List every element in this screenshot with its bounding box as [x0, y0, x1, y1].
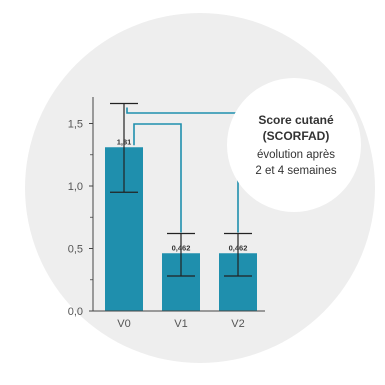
x-tick-label-v0: V0: [117, 318, 130, 330]
data-label-v1: 0,462: [172, 243, 191, 252]
error-bar-v1: [167, 232, 195, 277]
data-label-v2: 0,462: [229, 243, 248, 252]
error-bar-v2: [224, 232, 252, 277]
bracket-v0-v1: [133, 123, 182, 233]
y-tick-label: 1,0: [68, 181, 83, 193]
bars-group: 1,31 0,462 0,462: [105, 102, 257, 311]
error-bar-v0: [110, 102, 138, 193]
callout-title-line2: (SCORFAD): [263, 129, 330, 143]
callout-title-line1: Score cutané: [258, 113, 334, 127]
callout-circle: [227, 78, 361, 212]
x-tick-label-v2: V2: [231, 318, 244, 330]
callout-bubble: Score cutané (SCORFAD) évolution après 2…: [227, 78, 361, 212]
y-tick-label: 0,0: [68, 306, 83, 318]
callout-line4: 2 et 4 semaines: [255, 165, 336, 177]
x-tick-label-v1: V1: [174, 318, 187, 330]
y-tick-label: 0,5: [68, 244, 83, 256]
axes-group: 0,0 0,5 1,0 1,5 V0 V1 V2: [68, 97, 265, 330]
callout-line3: évolution après: [257, 149, 335, 161]
data-label-v0: 1,31: [117, 137, 132, 146]
y-tick-label: 1,5: [68, 119, 83, 131]
